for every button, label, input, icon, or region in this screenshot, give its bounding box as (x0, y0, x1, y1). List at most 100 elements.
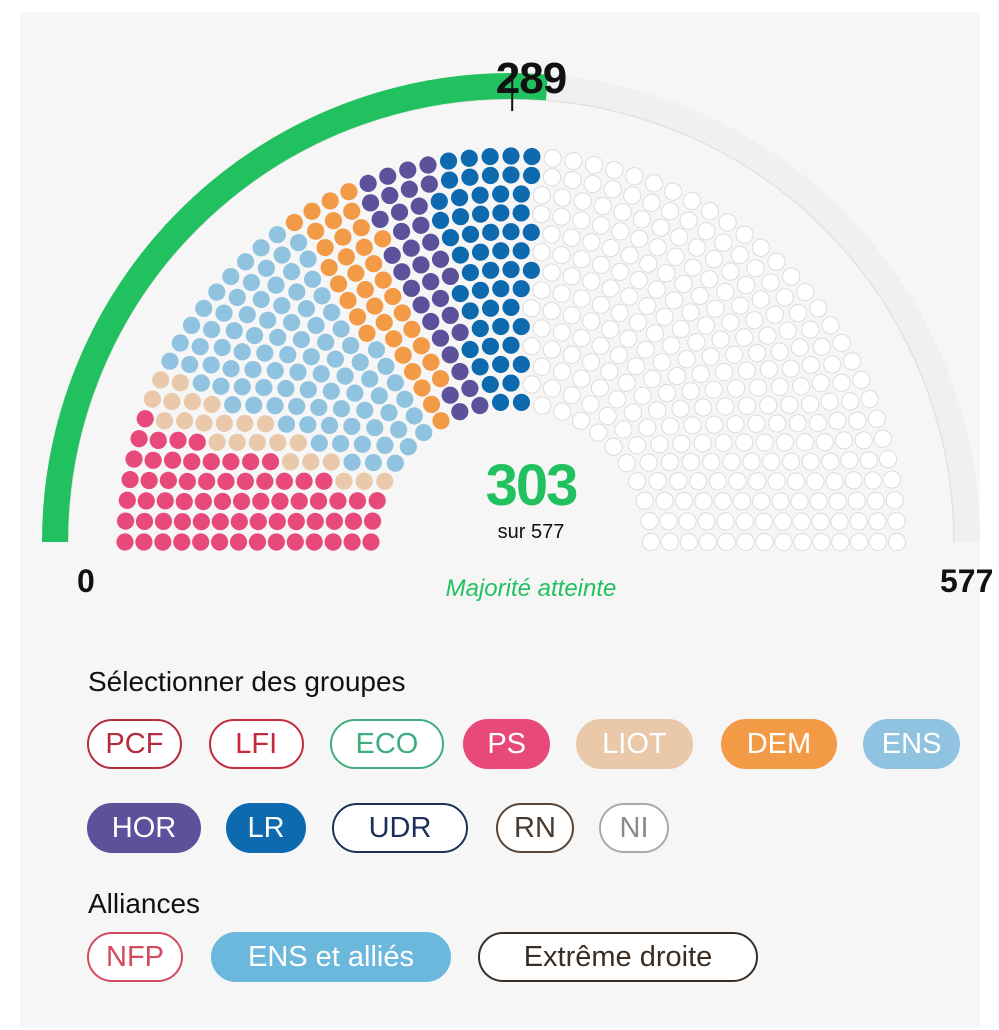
seat-ens (277, 415, 296, 433)
seat-ens (222, 360, 240, 378)
seat-autres (755, 532, 774, 552)
seat-autres (655, 307, 674, 326)
seat-ps (315, 472, 333, 490)
seat-ens (343, 417, 361, 435)
seat-autres (737, 361, 756, 380)
seat-autres (885, 491, 904, 510)
seat-hor (393, 263, 411, 281)
group-chip-udr[interactable]: UDR (332, 803, 468, 853)
seat-ens (213, 338, 231, 357)
seat-autres (831, 532, 850, 552)
seat-autres (773, 512, 792, 531)
seat-autres (746, 259, 765, 278)
seat-ps (149, 431, 167, 449)
seat-autres (562, 345, 581, 364)
seat-autres (778, 321, 797, 340)
seat-autres (543, 168, 562, 187)
seat-autres (691, 364, 710, 383)
group-chip-liot[interactable]: LIOT (576, 719, 693, 769)
group-chip-hor[interactable]: HOR (87, 803, 201, 853)
group-chip-ps[interactable]: PS (463, 719, 551, 769)
group-chip-lr[interactable]: LR (226, 803, 306, 853)
seat-autres (828, 411, 847, 430)
seat-autres (532, 186, 552, 205)
seat-ps (306, 512, 324, 531)
seat-ens (312, 365, 330, 383)
seat-ens (236, 253, 255, 271)
seat-autres (821, 316, 840, 335)
seat-autres (666, 247, 685, 266)
seat-autres (731, 296, 750, 315)
seat-ps (136, 410, 154, 428)
seat-liot (143, 390, 162, 408)
seat-autres (584, 155, 604, 175)
seat-dem (403, 320, 421, 338)
alliance-chip-nfp[interactable]: NFP (87, 932, 183, 982)
seat-autres (748, 344, 767, 363)
seat-autres (678, 512, 697, 531)
group-chip-ens[interactable]: ENS (863, 719, 960, 769)
seat-lr (430, 192, 448, 210)
seat-hor (402, 279, 421, 297)
seat-autres (661, 202, 680, 221)
seat-autres (553, 188, 572, 207)
group-chip-ni[interactable]: NI (599, 803, 669, 853)
seat-liot (152, 371, 170, 389)
seat-ens (224, 396, 242, 414)
seat-ps (211, 513, 229, 531)
seat-autres (694, 491, 713, 511)
seat-autres (562, 228, 581, 247)
seat-hor (441, 386, 459, 404)
seat-ps (232, 492, 251, 510)
seat-hor (451, 323, 469, 341)
seat-ens (313, 287, 331, 305)
group-chip-eco[interactable]: ECO (329, 719, 445, 769)
seat-ens (195, 299, 213, 317)
group-chip-lfi[interactable]: LFI (208, 719, 304, 769)
seat-lr (471, 243, 490, 261)
seat-autres (801, 320, 820, 339)
seat-ps (286, 533, 304, 551)
seat-autres (522, 299, 541, 318)
seat-ps (268, 512, 286, 531)
seat-hor (390, 203, 409, 221)
seat-autres (591, 295, 611, 315)
seat-autres (603, 180, 622, 199)
alliance-chip-ens-et-alli-s[interactable]: ENS et alliés (211, 932, 451, 982)
group-chip-rn[interactable]: RN (496, 803, 574, 853)
seat-ps (271, 492, 289, 510)
seat-ps (287, 512, 305, 531)
seat-autres (572, 289, 591, 308)
seat-lr (481, 337, 500, 355)
seat-ps (118, 491, 136, 509)
seat-autres (542, 225, 561, 244)
alliance-chip-extr-me-droite[interactable]: Extrême droite (478, 932, 758, 982)
seat-dem (374, 230, 392, 248)
seat-hor (361, 194, 380, 212)
seat-autres (737, 396, 757, 415)
seat-dem (347, 264, 365, 282)
seat-ps (230, 513, 248, 531)
seat-autres (542, 301, 561, 321)
seat-ps (324, 533, 342, 551)
seat-autres (788, 304, 808, 323)
seat-autres (800, 395, 820, 414)
seat-autres (808, 413, 828, 433)
alliance-chips-row: NFP ENS et alliés Extrême droite (87, 932, 960, 982)
seat-hor (431, 289, 450, 308)
seat-ps (194, 492, 212, 511)
seat-ens (268, 226, 286, 244)
seat-autres (755, 433, 774, 452)
seat-ps (125, 450, 143, 468)
seat-ens (342, 337, 360, 355)
seat-autres (613, 203, 632, 222)
seat-ps (144, 451, 162, 469)
group-chip-dem[interactable]: DEM (720, 719, 838, 769)
seat-autres (850, 532, 869, 552)
seat-autres (590, 378, 610, 398)
seat-ps (229, 533, 248, 551)
group-chip-pcf[interactable]: PCF (87, 719, 182, 769)
seat-autres (671, 319, 690, 339)
seat-ens (336, 367, 354, 385)
seat-ps (163, 451, 182, 469)
